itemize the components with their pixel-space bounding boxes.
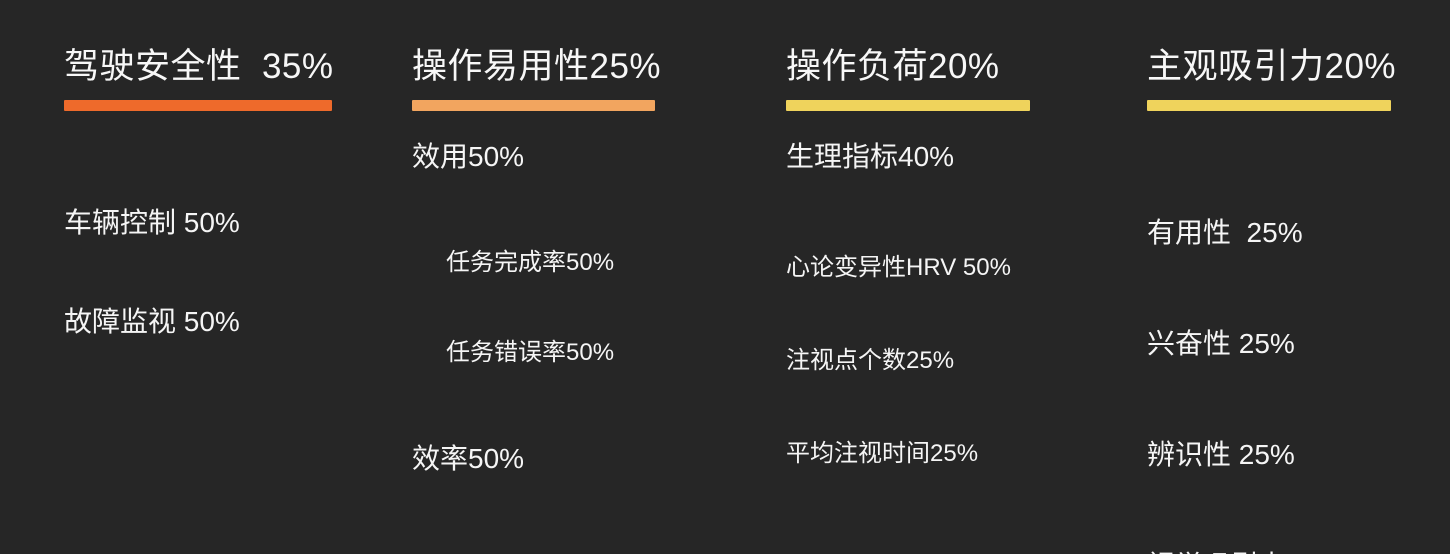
criterion-item: 车辆控制 50%: [64, 207, 240, 238]
title-underline: [1147, 100, 1391, 111]
group-heading: 生理指标40%: [786, 141, 955, 172]
column-title: 操作易用性25%: [412, 47, 662, 86]
column-driving-safety: 驾驶安全性 35% 车辆控制 50% 故障监视 50%: [64, 44, 384, 404]
group-heading: 效用50%: [412, 141, 525, 172]
criterion-item: 视觉吸引力 25%: [1147, 547, 1450, 554]
group-heading: 效率50%: [412, 443, 525, 474]
sub-criterion-item: 心论变异性HRV 50%: [786, 254, 1011, 281]
title-underline: [412, 100, 655, 111]
column-ease-of-use: 操作易用性25% 效用50% 任务完成率50% 任务错误率50% 效率50% 任…: [412, 44, 732, 554]
criterion-item: 兴奋性 25%: [1147, 328, 1295, 359]
title-underline: [64, 100, 332, 111]
column-title: 主观吸引力20%: [1147, 47, 1397, 86]
column-title: 驾驶安全性 35%: [64, 47, 334, 86]
column-operation-load: 操作负荷20% 生理指标40% 心论变异性HRV 50% 注视点个数25% 平均…: [786, 44, 1106, 554]
criterion-item: 辨识性 25%: [1147, 439, 1295, 470]
criterion-item: 故障监视 50%: [64, 306, 240, 337]
column-title: 操作负荷20%: [786, 47, 1000, 86]
sub-criterion-item: 任务完成率50%: [446, 249, 615, 276]
column-subjective-appeal: 主观吸引力20% 有用性 25% 兴奋性 25% 辨识性 25% 视觉吸引力 2…: [1147, 44, 1450, 554]
sub-criterion-item: 注视点个数25%: [786, 347, 955, 374]
criterion-item: 有用性 25%: [1147, 217, 1303, 248]
sub-criterion-item: 任务错误率50%: [446, 339, 615, 366]
sub-criterion-item: 平均注视时间25%: [786, 440, 979, 467]
title-underline: [786, 100, 1030, 111]
